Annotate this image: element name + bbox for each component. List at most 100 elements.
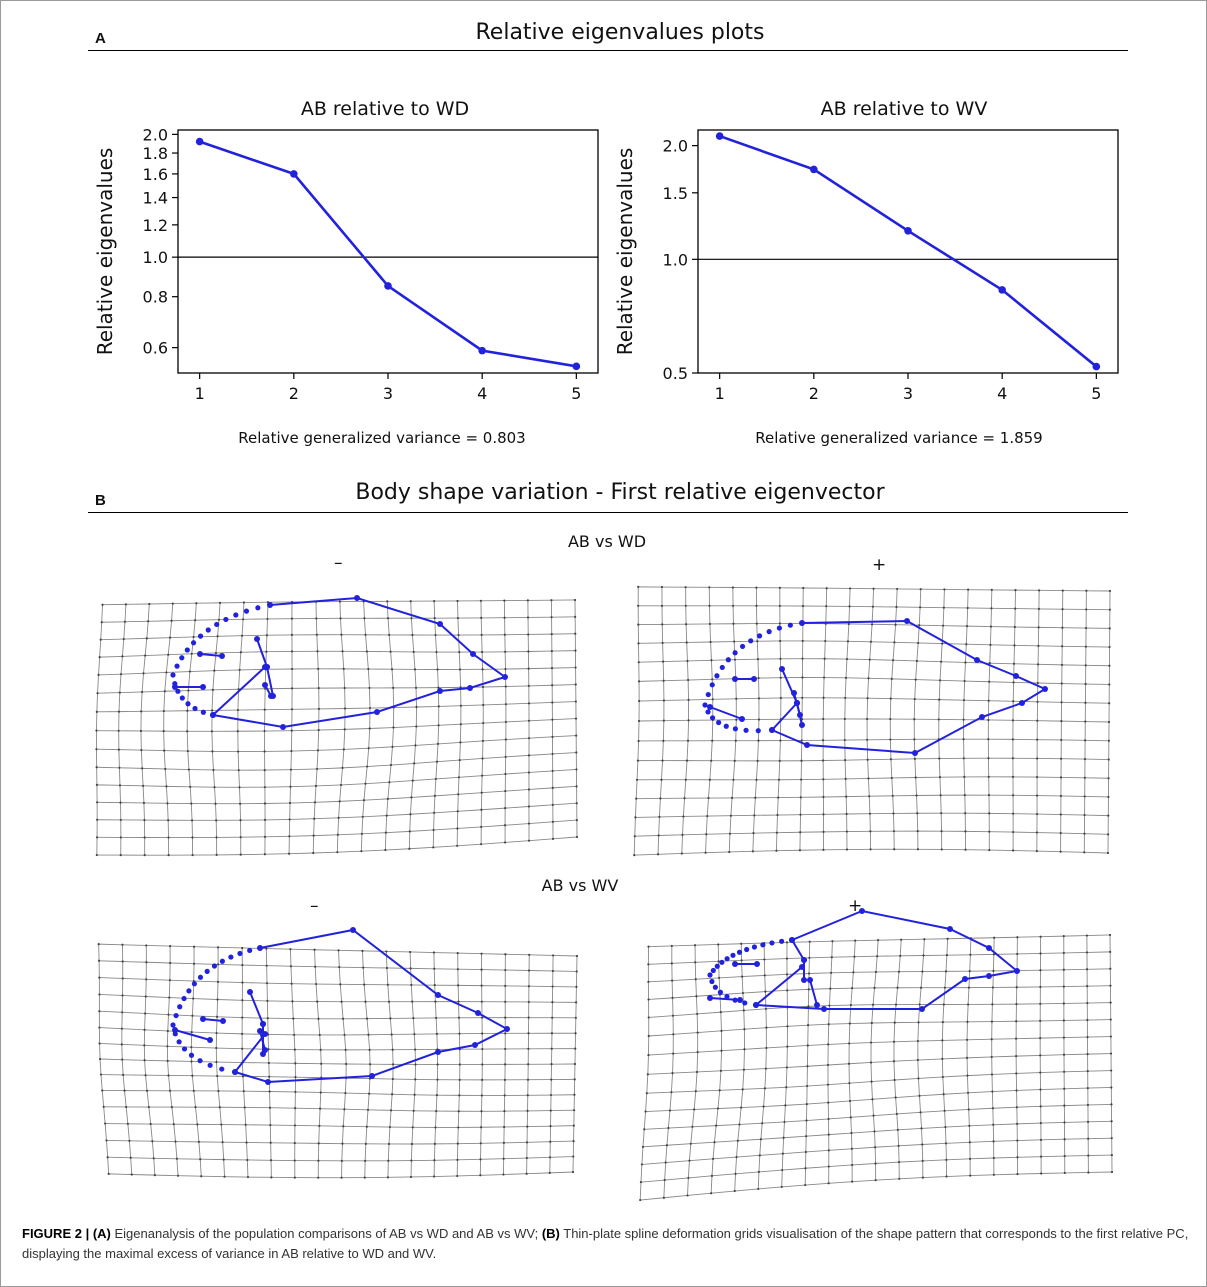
wv-minus-grid-node <box>143 1044 146 1047</box>
wd-minus-grid-node <box>212 768 215 772</box>
wv-minus-grid-node <box>526 1125 529 1128</box>
wv-plus-grid-column-line <box>827 941 833 1184</box>
wd-minus-grid-node <box>289 768 293 771</box>
wd-plus-grid-node <box>711 698 714 701</box>
wv-minus-grid-node <box>411 1000 414 1003</box>
wv-plus-grid-node <box>869 1061 873 1064</box>
wd-plus-grid-node <box>943 588 946 591</box>
wv-plus-grid-node <box>647 1053 650 1057</box>
wv-minus-grid-node <box>549 1125 552 1128</box>
wv-minus-grid-node <box>480 1000 483 1003</box>
wd-plus-grid-node <box>866 738 869 741</box>
wv-plus-grid-node <box>872 1114 875 1117</box>
wv-plus-grid-node <box>849 1003 852 1007</box>
wd-minus-grid-node <box>290 617 294 620</box>
wd-minus-grid-node <box>504 772 507 776</box>
wd-plus-landmark <box>904 618 910 624</box>
wd-plus-semilandmark <box>709 715 716 721</box>
wv-plus-grid-node <box>1062 951 1065 955</box>
wv-plus-grid-node <box>719 1069 723 1072</box>
wv-minus-grid-node <box>294 1076 297 1079</box>
chart2-x-tick-label: 1 <box>715 384 725 403</box>
wd-plus-grid-node <box>867 677 870 680</box>
wd-plus-landmark <box>912 750 918 756</box>
wd-plus-grid-node <box>660 585 664 589</box>
wd-minus-grid-node <box>95 729 98 732</box>
wv-minus-grid-node <box>573 1078 576 1081</box>
wv-minus-grid-node <box>433 1142 436 1145</box>
wd-minus-grid-node <box>147 620 150 623</box>
wd-plus-grid-node <box>1108 664 1111 667</box>
wv-plus-grid-node <box>780 1185 783 1189</box>
wd-plus-grid-node <box>705 833 708 836</box>
wv-plus-grid-node <box>1039 1155 1043 1158</box>
wd-plus-grid-node <box>987 738 990 741</box>
wv-plus-grid-node <box>694 978 697 981</box>
wv-plus-semilandmark <box>724 993 730 1000</box>
wv-plus-grid-node <box>918 1003 921 1006</box>
wd-plus-landmark <box>769 727 775 733</box>
wv-plus-grid-node <box>640 1163 643 1166</box>
wv-minus-grid-node <box>98 1010 101 1013</box>
wv-plus-grid-node <box>668 1109 672 1112</box>
wd-minus-grid-node <box>551 803 554 806</box>
wv-plus-grid-node <box>871 1003 875 1006</box>
wd-plus-grid-node <box>845 830 848 833</box>
wd-minus-grid-node <box>213 786 216 789</box>
wd-minus-grid-node <box>315 617 318 620</box>
wv-minus-grid-node <box>166 1029 169 1033</box>
wv-plus-semilandmark <box>724 956 730 962</box>
wv-minus-grid-node <box>573 1062 577 1066</box>
wd-plus-grid-node <box>710 659 713 662</box>
wd-plus-grid-node <box>843 738 846 742</box>
wd-minus-grid-node <box>342 748 345 751</box>
wv-plus-grid-node <box>1016 952 1019 956</box>
wv-plus-grid-node <box>965 1038 969 1041</box>
wv-plus-semilandmark <box>710 967 716 974</box>
wv-plus-grid-node <box>736 1139 739 1142</box>
wv-plus-grid-node <box>784 1104 787 1107</box>
wv-plus-semilandmark <box>730 952 736 958</box>
wv-plus-grid-node <box>874 1146 877 1149</box>
wv-plus-grid-node <box>639 1198 642 1202</box>
wv-plus-semilandmark <box>707 972 713 978</box>
wd-plus-grid-node <box>892 830 896 833</box>
wv-minus-grid-node <box>504 1016 507 1019</box>
wv-minus-grid-node <box>527 1063 530 1066</box>
wd-plus-grid-node <box>1108 702 1111 705</box>
wv-minus-grid-node <box>216 980 220 983</box>
wv-minus-grid-node <box>342 1125 345 1128</box>
wd-plus-grid-node <box>778 586 781 589</box>
wv-minus-semilandmark <box>186 988 192 994</box>
wv-minus-grid-node <box>575 970 578 973</box>
wd-plus-grid-node <box>635 778 639 781</box>
wd-minus-grid-row-line <box>96 701 576 713</box>
wd-plus-grid-node <box>685 759 689 762</box>
wv-minus-grid-node <box>344 1091 347 1095</box>
wv-minus-grid-node <box>391 1093 394 1096</box>
wd-minus-grid-node <box>117 748 120 751</box>
wd-plus-landmark <box>732 676 738 682</box>
wv-minus-grid-node <box>504 1063 507 1066</box>
wd-plus-grid-node <box>662 679 665 682</box>
wv-minus-landmark <box>247 989 253 995</box>
wv-plus-landmark <box>919 1006 925 1012</box>
wd-minus-grid-node <box>265 650 268 653</box>
wv-plus-grid-node <box>717 943 720 946</box>
wd-minus-semilandmark <box>205 627 211 633</box>
wv-minus-grid-node <box>241 1032 244 1035</box>
wd-plus-grid-node <box>1014 589 1017 592</box>
wd-minus-grid-column-line <box>384 601 395 851</box>
wv-plus-grid-node <box>944 970 948 973</box>
wv-plus-landmark <box>814 1002 820 1008</box>
wv-plus-semilandmark <box>744 946 750 953</box>
wv-plus-grid-node <box>921 1143 924 1146</box>
wv-minus-grid-node <box>217 963 220 966</box>
wd-plus-grid-node <box>776 813 779 817</box>
wv-plus-grid-row-line <box>647 1053 1112 1075</box>
wd-plus-grid-node <box>890 677 893 680</box>
wv-plus-grid-node <box>671 1072 674 1075</box>
wd-minus-grid-node <box>215 853 218 857</box>
wv-plus-semilandmark <box>712 984 718 990</box>
wv-plus-grid-node <box>895 1112 898 1116</box>
